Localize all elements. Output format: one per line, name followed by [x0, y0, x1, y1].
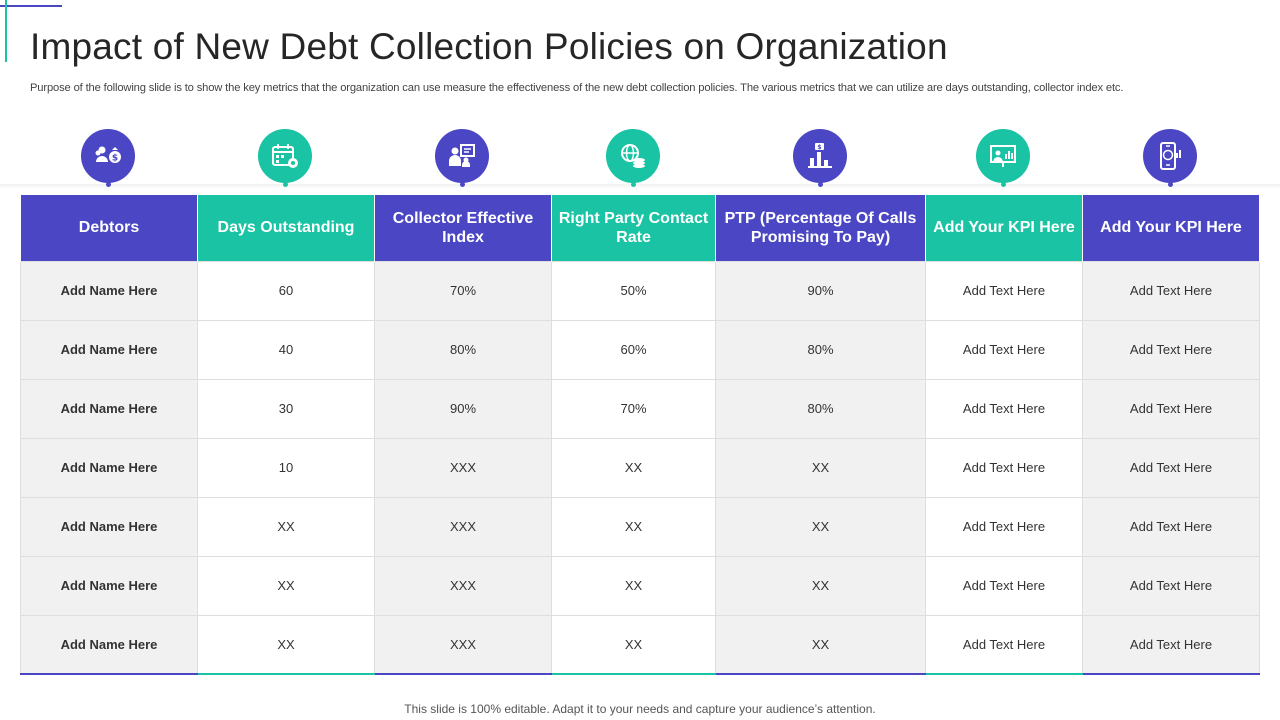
svg-text:$: $ — [112, 154, 118, 164]
column-header: Add Your KPI Here — [1082, 195, 1260, 261]
column-header: Add Your KPI Here — [925, 195, 1083, 261]
table-cell: Add Text Here — [925, 614, 1083, 675]
column-icon-2 — [258, 129, 312, 187]
column-header: Days Outstanding — [197, 195, 375, 261]
table-header-row: Debtors Days Outstanding Collector Effecti… — [20, 195, 1260, 261]
column-icon-3 — [435, 129, 489, 187]
table-row: Add Name Here 40 80% 60% 80% Add Text Here Add… — [20, 319, 1260, 380]
icon-connector-dot — [631, 182, 636, 187]
table-cell: XX — [715, 614, 926, 675]
table-cell: Add Text Here — [925, 555, 1083, 616]
table-cell: Add Text Here — [925, 437, 1083, 498]
table-row: Add Name Here 30 90% 70% 80% Add Text Here Add… — [20, 378, 1260, 439]
table-cell: XX — [197, 555, 375, 616]
column-icon-4 — [606, 129, 660, 187]
table-cell: XXX — [374, 496, 552, 557]
presentation-chart-icon — [976, 129, 1030, 183]
calendar-gear-icon — [258, 129, 312, 183]
team-board-icon — [435, 129, 489, 183]
icon-band — [0, 184, 1280, 189]
table-cell: 40 — [197, 319, 375, 380]
table-cell: XX — [551, 437, 716, 498]
debtor-name-cell: Add Name Here — [20, 378, 198, 439]
icon-connector-dot — [818, 182, 823, 187]
table-cell: 60% — [551, 319, 716, 380]
slide-subtitle: Purpose of the following slide is to sho… — [30, 82, 1124, 94]
table-cell: 90% — [715, 260, 926, 321]
table-cell: Add Text Here — [925, 378, 1083, 439]
debtor-money-icon: $ — [81, 129, 135, 183]
table-row: Add Name Here XX XXX XX XX Add Text Here Add T… — [20, 496, 1260, 557]
table-cell: 30 — [197, 378, 375, 439]
table-cell: XX — [715, 496, 926, 557]
bar-chart-dollar-icon: $ — [793, 129, 847, 183]
kpi-table: Debtors Days Outstanding Collector Effecti… — [20, 195, 1260, 675]
debtor-name-cell: Add Name Here — [20, 437, 198, 498]
table-cell: 60 — [197, 260, 375, 321]
column-icon-1: $ — [81, 129, 135, 187]
svg-text:$: $ — [817, 144, 821, 151]
table-cell: 80% — [715, 378, 926, 439]
debtor-name-cell: Add Name Here — [20, 555, 198, 616]
table-cell: Add Text Here — [1082, 614, 1260, 675]
table-cell: 80% — [374, 319, 552, 380]
table-cell: Add Text Here — [1082, 378, 1260, 439]
table-cell: XX — [551, 614, 716, 675]
table-cell: XXX — [374, 437, 552, 498]
icon-connector-dot — [460, 182, 465, 187]
slide-title: Impact of New Debt Collection Policies o… — [30, 26, 948, 67]
table-cell: Add Text Here — [1082, 260, 1260, 321]
debtor-name-cell: Add Name Here — [20, 260, 198, 321]
column-icon-7 — [1143, 129, 1197, 187]
table-cell: XX — [715, 555, 926, 616]
column-header: PTP (Percentage Of Calls Promising To Pa… — [715, 195, 926, 261]
table-cell: XX — [197, 496, 375, 557]
column-icon-6 — [976, 129, 1030, 187]
table-row: Add Name Here XX XXX XX XX Add Text Here Add T… — [20, 555, 1260, 616]
icon-connector-dot — [1001, 182, 1006, 187]
column-header: Collector Effective Index — [374, 195, 552, 261]
mobile-payment-icon — [1143, 129, 1197, 183]
table-cell: Add Text Here — [925, 260, 1083, 321]
icon-connector-dot — [1168, 182, 1173, 187]
table-cell: XX — [715, 437, 926, 498]
column-icon-5: $ — [793, 129, 847, 187]
table-cell: Add Text Here — [1082, 496, 1260, 557]
table-cell: 50% — [551, 260, 716, 321]
column-header: Debtors — [20, 195, 198, 261]
table-cell: 90% — [374, 378, 552, 439]
table-row: Add Name Here 60 70% 50% 90% Add Text Here Add… — [20, 260, 1260, 321]
table-cell: 70% — [551, 378, 716, 439]
column-header: Right Party Contact Rate — [551, 195, 716, 261]
icon-connector-dot — [283, 182, 288, 187]
table-cell: 10 — [197, 437, 375, 498]
debtor-name-cell: Add Name Here — [20, 614, 198, 675]
globe-coins-icon — [606, 129, 660, 183]
table-cell: Add Text Here — [1082, 437, 1260, 498]
corner-accent-vertical — [5, 0, 7, 62]
debtor-name-cell: Add Name Here — [20, 496, 198, 557]
table-cell: 70% — [374, 260, 552, 321]
table-cell: 80% — [715, 319, 926, 380]
table-cell: XXX — [374, 614, 552, 675]
slide-footer: This slide is 100% editable. Adapt it to… — [404, 702, 876, 716]
table-cell: Add Text Here — [1082, 555, 1260, 616]
table-cell: XX — [551, 496, 716, 557]
table-cell: Add Text Here — [925, 496, 1083, 557]
corner-accent-horizontal — [0, 5, 62, 7]
table-cell: XXX — [374, 555, 552, 616]
icon-connector-dot — [106, 182, 111, 187]
table-cell: Add Text Here — [1082, 319, 1260, 380]
debtor-name-cell: Add Name Here — [20, 319, 198, 380]
table-row: Add Name Here XX XXX XX XX Add Text Here Add T… — [20, 614, 1260, 675]
table-row: Add Name Here 10 XXX XX XX Add Text Here Add T… — [20, 437, 1260, 498]
table-cell: XX — [551, 555, 716, 616]
table-cell: Add Text Here — [925, 319, 1083, 380]
table-cell: XX — [197, 614, 375, 675]
